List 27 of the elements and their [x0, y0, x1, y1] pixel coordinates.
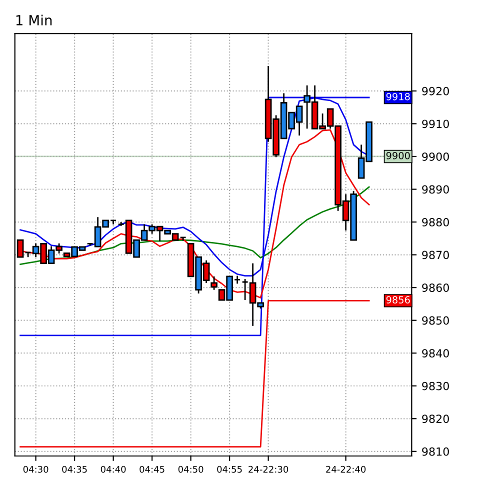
x-tick-label: 04:40 [100, 466, 126, 473]
y-tick-label: 9860 [422, 284, 449, 292]
x-tick-label: 24-22:30 [248, 466, 288, 473]
y-tick-label: 9870 [422, 250, 449, 260]
y-tick-label: 9850 [422, 316, 449, 325]
x-tick-label: 04:50 [178, 466, 204, 473]
candlestick [242, 278, 248, 301]
line-series [20, 186, 370, 265]
candlestick [210, 276, 218, 291]
x-tick-label: 04:35 [62, 466, 87, 473]
x-tick-label: 04:45 [140, 466, 164, 473]
y-tick-label: 9920 [422, 86, 449, 96]
data-label: 9856 [386, 296, 410, 304]
y-tick-label: 9810 [422, 447, 449, 456]
y-tick-label: 9900 [422, 152, 449, 161]
y-tick-label: 9830 [422, 382, 449, 390]
data-label: 9918 [386, 92, 410, 100]
x-tick-label: 04:55 [217, 466, 242, 473]
y-tick-label: 9910 [422, 120, 449, 128]
ref-line-label: 9900 [386, 152, 410, 160]
y-tick-label: 9840 [422, 349, 449, 358]
y-tick-label: 9890 [422, 185, 449, 194]
x-tick-label: 04:30 [23, 466, 48, 473]
y-tick-label: 9880 [422, 218, 449, 226]
x-tick-label: 24-22:40 [326, 466, 366, 473]
chart-title: 1 Min [16, 14, 52, 26]
y-tick-label: 9820 [422, 414, 449, 424]
